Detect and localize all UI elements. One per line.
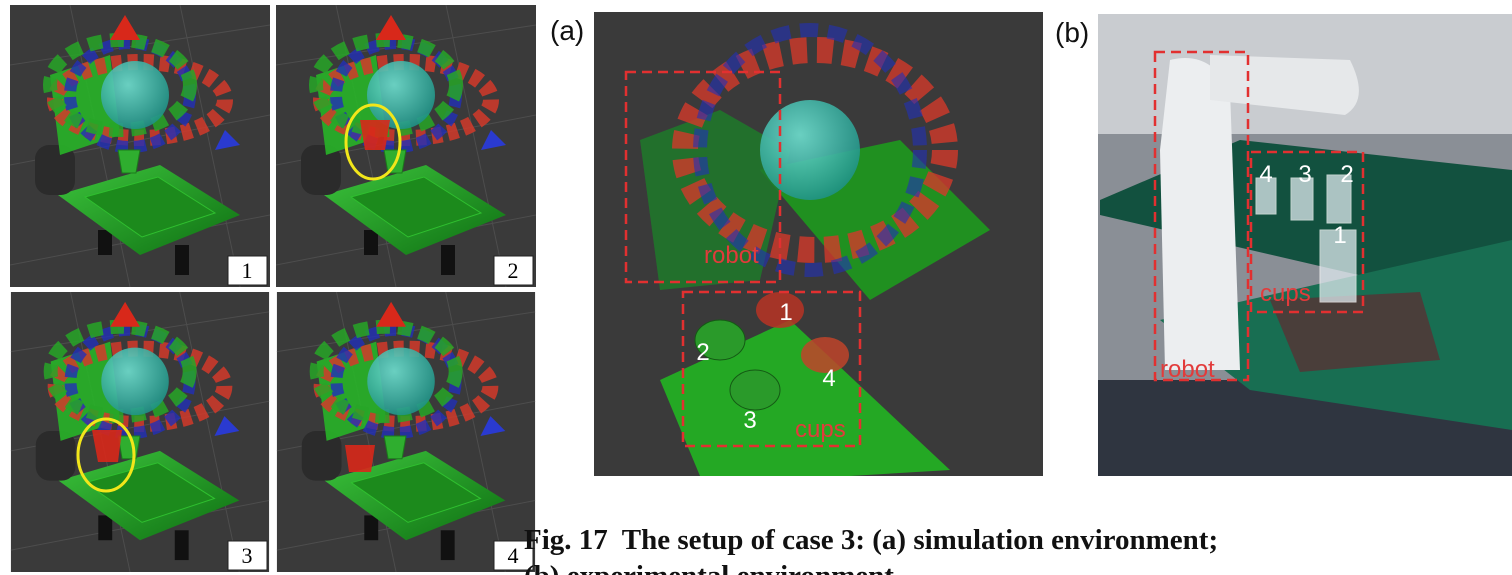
step-panel: 4 (277, 292, 535, 572)
photo: robot cups 4 3 2 1 (1098, 14, 1512, 476)
caption: (b) experimental environment. (524, 560, 901, 575)
page: 1 2 3 4 (a) robot cups 1 2 3 4 ( (0, 0, 1512, 575)
scene (10, 5, 270, 287)
scene (276, 5, 536, 287)
cup-number: 4 (1259, 161, 1272, 188)
step-panel: 1 (10, 5, 270, 287)
simulation-view: robot cups 1 2 3 4 (594, 12, 1043, 476)
figure: 1 2 3 4 (a) robot cups 1 2 3 4 ( (0, 0, 1512, 575)
red-cup (345, 445, 375, 472)
panel-label: (a) (550, 15, 584, 46)
scene (11, 292, 269, 572)
cup-number: 1 (1333, 222, 1346, 249)
region-label: cups (795, 416, 846, 443)
sphere (760, 100, 860, 200)
scene (277, 292, 535, 572)
cup-number: 1 (779, 299, 792, 326)
cup-number: 4 (822, 365, 835, 392)
step-label: 1 (242, 258, 253, 283)
step-panel: 2 (276, 5, 536, 287)
region-label: robot (704, 242, 759, 269)
panel-label: (b) (1055, 17, 1089, 48)
region-label: cups (1260, 280, 1311, 307)
region-label: robot (1160, 356, 1215, 383)
step-label: 4 (508, 543, 519, 568)
cup-number: 3 (743, 407, 756, 434)
step-panel: 3 (11, 292, 269, 572)
caption: Fig. 17 The setup of case 3: (a) simulat… (524, 524, 1218, 556)
step-label: 2 (508, 258, 519, 283)
cup-number: 2 (1340, 161, 1353, 188)
cup-number: 2 (696, 339, 709, 366)
step-label: 3 (242, 543, 253, 568)
cup-number: 3 (1298, 161, 1311, 188)
cup (730, 370, 780, 410)
red-cup (360, 120, 390, 150)
robot (1160, 58, 1240, 370)
